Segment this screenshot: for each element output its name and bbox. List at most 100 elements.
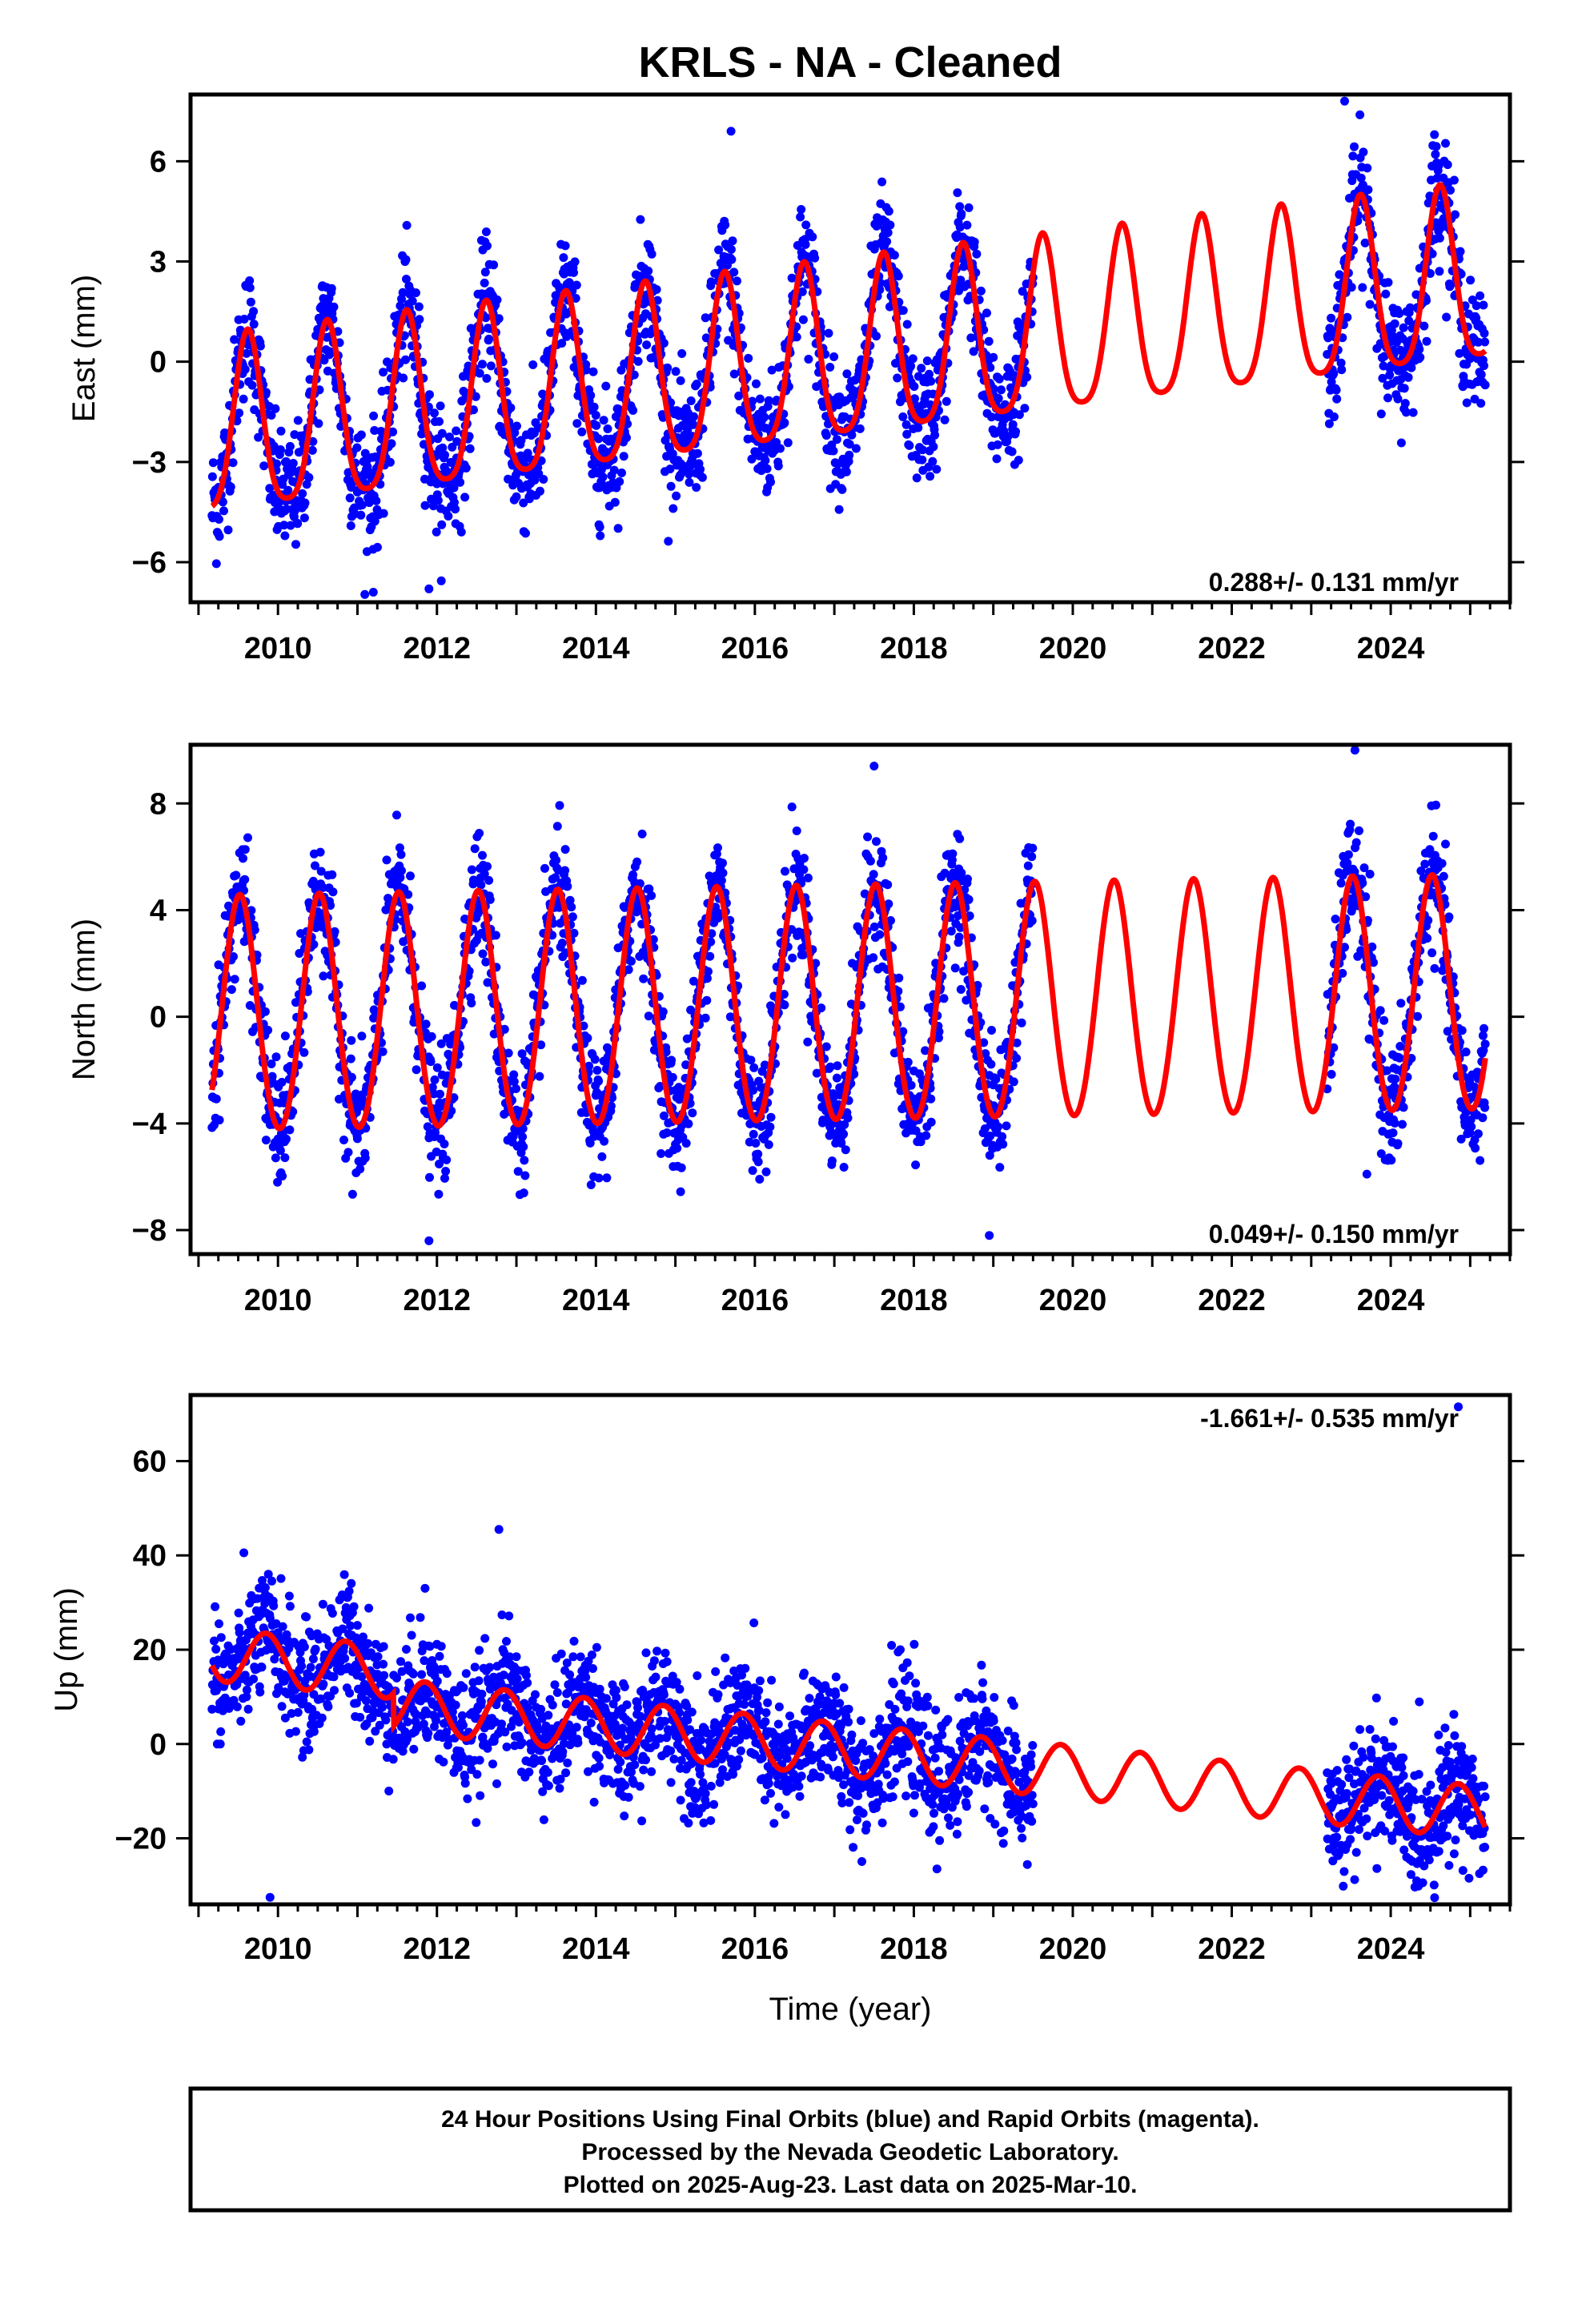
data-point: [229, 952, 238, 961]
data-point: [277, 1702, 287, 1711]
plot-frame: [188, 92, 1512, 605]
y-tick-label: 4: [150, 894, 167, 927]
data-point: [760, 412, 769, 422]
data-point: [1014, 456, 1023, 465]
data-point: [992, 454, 1002, 464]
data-point: [437, 428, 447, 438]
data-point: [955, 834, 965, 843]
data-point: [563, 882, 572, 891]
data-point: [894, 973, 904, 983]
data-point: [752, 379, 761, 388]
data-point: [218, 497, 227, 507]
data-point: [521, 529, 530, 538]
data-point: [792, 332, 801, 342]
data-point: [510, 428, 520, 437]
data-point: [884, 207, 893, 216]
data-point: [586, 1180, 596, 1189]
data-point: [315, 385, 324, 395]
data-point: [478, 360, 487, 369]
data-point: [357, 1031, 367, 1041]
data-point: [954, 932, 964, 942]
data-point: [1416, 866, 1426, 875]
data-point: [746, 1055, 756, 1065]
data-point: [536, 1040, 546, 1050]
data-point: [689, 420, 698, 429]
data-point: [1327, 1070, 1336, 1079]
data-point: [617, 468, 626, 477]
data-point: [1431, 800, 1440, 810]
data-point: [748, 396, 757, 406]
data-point: [585, 1138, 595, 1148]
data-point: [1472, 301, 1481, 311]
data-point: [872, 332, 881, 341]
data-point: [242, 1692, 251, 1702]
data-point: [1441, 839, 1450, 849]
data-point: [1347, 283, 1356, 292]
data-point: [396, 873, 405, 883]
data-point: [1408, 408, 1418, 417]
data-point: [615, 476, 624, 486]
data-point: [916, 1137, 926, 1147]
data-point: [957, 868, 966, 878]
data-point: [1336, 879, 1346, 888]
data-point: [986, 1059, 996, 1069]
data-point: [946, 927, 956, 936]
data-point: [1403, 372, 1413, 382]
data-point: [986, 1132, 995, 1140]
data-point: [686, 396, 696, 405]
data-point: [959, 262, 969, 271]
data-point: [1457, 1026, 1467, 1035]
data-point: [395, 843, 404, 853]
data-point: [998, 1140, 1008, 1149]
x-tick-label: 2010: [244, 632, 312, 665]
data-point: [627, 956, 636, 966]
data-point: [1428, 888, 1438, 898]
data-point: [329, 302, 339, 312]
data-point: [299, 1642, 309, 1651]
data-point: [1332, 394, 1342, 404]
data-point: [314, 419, 323, 428]
data-point: [803, 873, 813, 883]
data-point: [797, 287, 807, 296]
y-tick-label: 6: [150, 145, 167, 179]
data-point: [982, 308, 991, 318]
data-point: [764, 1140, 773, 1149]
data-point: [327, 283, 336, 293]
data-point: [628, 406, 638, 415]
data-point: [539, 475, 548, 484]
data-point: [595, 522, 604, 532]
data-point: [940, 868, 950, 878]
data-point: [440, 1140, 449, 1148]
data-point: [783, 438, 793, 448]
data-point: [240, 364, 250, 374]
data-point: [216, 1633, 226, 1642]
data-point: [1443, 1027, 1452, 1036]
data-point: [1476, 291, 1485, 300]
data-point: [245, 283, 255, 292]
data-point: [702, 995, 712, 1005]
x-tick-label: 2012: [403, 1284, 471, 1317]
data-point: [714, 908, 724, 918]
data-point: [729, 369, 739, 379]
data-point: [328, 887, 338, 897]
data-point: [684, 1119, 693, 1128]
data-point: [309, 939, 319, 949]
data-point: [1456, 1134, 1466, 1144]
data-point: [761, 456, 770, 465]
data-point: [1441, 139, 1450, 148]
data-point: [551, 873, 560, 883]
data-point: [357, 501, 367, 510]
data-point: [701, 313, 710, 323]
data-point: [597, 1152, 607, 1161]
data-point: [267, 1072, 277, 1081]
data-point: [598, 472, 608, 482]
data-point: [808, 232, 817, 242]
data-point: [1395, 345, 1405, 355]
data-point: [755, 1175, 765, 1184]
data-point: [399, 373, 408, 383]
data-point: [1387, 1156, 1396, 1165]
data-point: [787, 925, 797, 935]
data-point: [239, 315, 249, 324]
data-point: [569, 267, 578, 277]
east-panel: 2010 2012 2014 2016 2018 2020 2022 2024−6−3036E…: [66, 92, 1524, 665]
